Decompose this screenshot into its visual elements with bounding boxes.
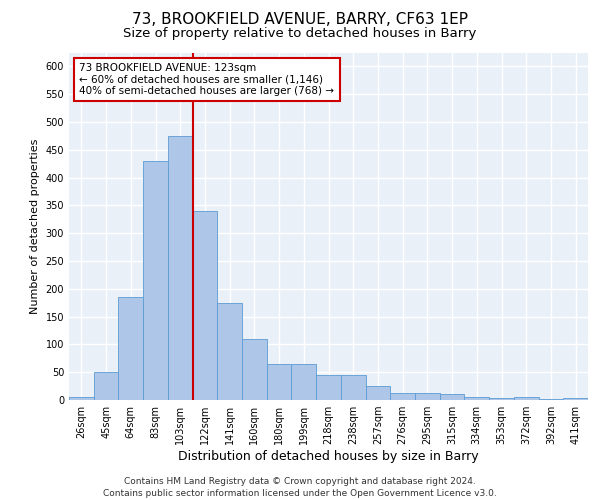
Text: Size of property relative to detached houses in Barry: Size of property relative to detached ho… (124, 28, 476, 40)
X-axis label: Distribution of detached houses by size in Barry: Distribution of detached houses by size … (178, 450, 479, 463)
Text: 73, BROOKFIELD AVENUE, BARRY, CF63 1EP: 73, BROOKFIELD AVENUE, BARRY, CF63 1EP (132, 12, 468, 28)
Bar (193, 211, 217, 400)
Bar (143, 161, 168, 400)
Bar (267, 364, 292, 400)
Bar (168, 136, 193, 400)
Bar (489, 398, 514, 400)
Bar (341, 375, 365, 400)
Bar (539, 399, 563, 400)
Bar (69, 397, 94, 400)
Bar (316, 375, 341, 400)
Y-axis label: Number of detached properties: Number of detached properties (30, 138, 40, 314)
Bar (242, 339, 267, 400)
Bar (217, 302, 242, 400)
Bar (440, 394, 464, 400)
Bar (514, 397, 539, 400)
Bar (415, 394, 440, 400)
Bar (464, 397, 489, 400)
Text: 73 BROOKFIELD AVENUE: 123sqm
← 60% of detached houses are smaller (1,146)
40% of: 73 BROOKFIELD AVENUE: 123sqm ← 60% of de… (79, 63, 334, 96)
Bar (94, 372, 118, 400)
Bar (563, 398, 588, 400)
Bar (390, 394, 415, 400)
Bar (365, 386, 390, 400)
Bar (292, 364, 316, 400)
Text: Contains HM Land Registry data © Crown copyright and database right 2024.
Contai: Contains HM Land Registry data © Crown c… (103, 476, 497, 498)
Bar (118, 297, 143, 400)
